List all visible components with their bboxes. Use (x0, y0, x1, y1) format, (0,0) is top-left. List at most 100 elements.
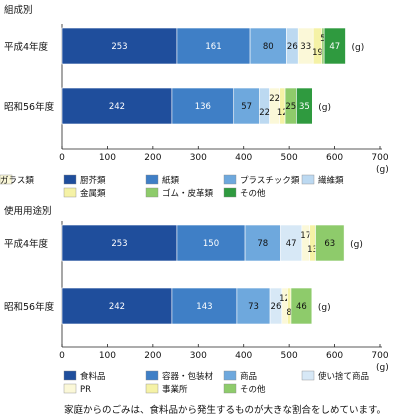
legend-swatch-0-0 (63, 174, 77, 185)
legend-label-0-5: 金属類 (80, 188, 106, 199)
category-label-0-0: 平成4年度 (4, 41, 49, 53)
legend-swatch-0-1 (145, 174, 159, 185)
x-axis-unit-0: (g) (376, 165, 389, 175)
data-label-1-1-2: 73 (248, 302, 259, 312)
data-label-1-1-3: 26 (271, 302, 282, 312)
bar-segment-1-1-0 (61, 287, 173, 325)
x-tick-label-0-4: 400 (235, 153, 252, 163)
x-tick-label-1-0: 0 (59, 351, 65, 361)
category-label-1-1: 昭和56年度 (4, 301, 55, 313)
legend-label-0-6: ゴム・皮革類 (162, 188, 214, 199)
legend-label-1-3: 使い捨て商品 (318, 371, 369, 382)
x-tick-label-0-0: 0 (59, 153, 65, 163)
bar-segment-0-0-7 (323, 27, 346, 65)
category-label-1-0: 平成4年度 (4, 238, 49, 250)
data-label-0-0-6: 5 (320, 34, 325, 44)
x-tick-label-1-3: 300 (190, 351, 207, 361)
data-label-1-0-0: 253 (111, 239, 127, 249)
legend-label-0-2: プラスチック類 (240, 175, 300, 186)
legend-label-1-1: 容器・包装材 (162, 371, 214, 382)
data-label-1-0-4: 17 (300, 231, 311, 241)
bar-segment-1-0-1 (176, 224, 246, 262)
x-tick-label-0-2: 200 (144, 153, 161, 163)
data-label-1-0-3: 47 (286, 239, 297, 249)
bar-segment-1-0-0 (61, 224, 178, 262)
bar-unit-1-0: (g) (350, 240, 363, 250)
x-tick-label-0-6: 600 (326, 153, 343, 163)
bar-segment-1-0-6 (315, 224, 345, 262)
x-tick-label-0-5: 500 (281, 153, 298, 163)
legend-swatch-0-6 (145, 187, 159, 198)
legend-label-0-0: 厨芥類 (80, 175, 106, 186)
legend-label-1-4: PR (80, 385, 91, 395)
legend-swatch-0-4 (0, 174, 13, 185)
bar-segment-0-1-1 (171, 87, 235, 125)
chart-title-0: 組成別 (4, 4, 33, 16)
legend-swatch-1-1 (145, 370, 159, 381)
data-label-0-0-2: 80 (263, 42, 274, 52)
data-label-0-1-7: 35 (299, 102, 310, 112)
data-label-0-1-0: 242 (109, 102, 125, 112)
data-label-1-1-0: 242 (109, 302, 125, 312)
chart-title-1: 使用用途別 (4, 205, 52, 217)
bar-segment-1-0-5 (309, 224, 316, 262)
data-label-0-0-3: 26 (287, 42, 298, 52)
legend-swatch-1-2 (223, 370, 237, 381)
legend-label-0-4: ガラス類 (0, 175, 34, 186)
x-tick-label-0-7: 700 (371, 153, 388, 163)
data-label-0-1-2: 57 (241, 102, 252, 112)
data-label-0-0-1: 161 (205, 42, 221, 52)
bar-segment-0-1-3 (259, 87, 270, 125)
data-label-1-0-2: 78 (257, 239, 268, 249)
legend-swatch-1-5 (145, 383, 159, 394)
legend-label-0-7: その他 (240, 188, 266, 199)
x-axis-unit-1: (g) (376, 363, 389, 373)
data-label-1-1-1: 143 (196, 302, 212, 312)
legend-swatch-1-6 (223, 383, 237, 394)
legend-swatch-0-2 (223, 174, 237, 185)
bar-segment-1-1-2 (236, 287, 271, 325)
x-tick-label-1-1: 100 (99, 351, 116, 361)
x-tick-label-1-6: 600 (326, 351, 343, 361)
data-label-1-0-6: 63 (324, 239, 335, 249)
x-tick-label-0-1: 100 (99, 153, 116, 163)
caption: 家庭からのごみは、食料品から発生するものが大きな割合をしめています。 (64, 405, 387, 416)
legend-swatch-1-4 (63, 383, 77, 394)
legend-label-1-6: その他 (240, 384, 266, 395)
legend-swatch-0-7 (223, 187, 237, 198)
data-label-1-0-1: 150 (203, 239, 219, 249)
data-label-0-0-5: 19 (312, 48, 323, 58)
bar-segment-0-0-2 (249, 27, 287, 65)
legend-label-1-5: 事業所 (162, 384, 188, 395)
legend-swatch-1-0 (63, 370, 77, 381)
x-tick-label-1-5: 500 (281, 351, 298, 361)
data-label-0-1-3: 22 (259, 108, 270, 118)
x-tick-label-1-7: 700 (371, 351, 388, 361)
data-label-1-1-6: 46 (296, 302, 307, 312)
bar-segment-0-1-7 (296, 87, 313, 125)
data-label-0-0-0: 253 (111, 42, 127, 52)
stacked-bar-charts: 組成別 0 100 200 300 400 500 600 700 (g) 平成4年度 253 161 8… (0, 4, 389, 395)
bar-segment-1-1-1 (171, 287, 238, 325)
legend-swatch-1-3 (301, 370, 315, 381)
bar-segment-0-0-1 (176, 27, 251, 65)
legend-label-1-2: 商品 (240, 371, 257, 382)
bar-segment-0-1-2 (233, 87, 260, 125)
bar-unit-0-1: (g) (318, 103, 331, 113)
legend-swatch-0-5 (63, 187, 77, 198)
legend-label-0-1: 紙類 (162, 175, 180, 186)
legend-swatch-0-3 (301, 174, 315, 185)
bar-unit-0-0: (g) (351, 43, 364, 53)
data-label-0-0-7: 47 (329, 42, 340, 52)
legend-label-1-0: 食料品 (80, 371, 106, 382)
data-label-1-1-5: 8 (286, 308, 291, 318)
data-label-0-1-5: 12 (277, 108, 288, 118)
bar-segment-1-1-6 (290, 287, 313, 325)
category-label-0-1: 昭和56年度 (4, 101, 55, 113)
data-label-0-0-4: 33 (300, 42, 311, 52)
x-tick-label-0-3: 300 (190, 153, 207, 163)
bar-segment-0-1-5 (279, 87, 286, 125)
data-label-0-1-1: 136 (195, 102, 211, 112)
legend-label-0-3: 繊維類 (318, 175, 344, 186)
bar-segment-1-1-5 (287, 287, 292, 325)
